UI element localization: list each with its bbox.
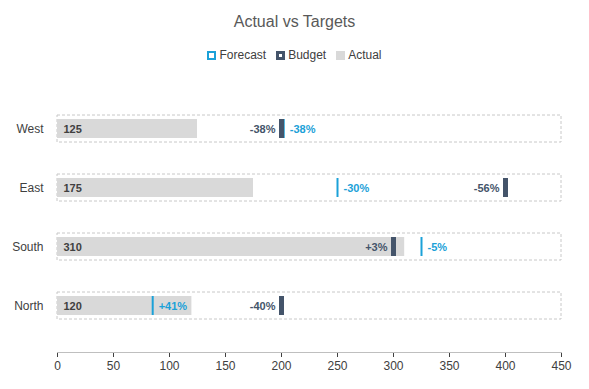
svg-text:200: 200 — [271, 359, 291, 373]
svg-text:-56%: -56% — [474, 182, 500, 194]
html-text:Budget: Budget — [288, 48, 327, 62]
svg-text:South: South — [12, 240, 43, 254]
svg-text:450: 450 — [551, 359, 571, 373]
svg-text:-5%: -5% — [428, 241, 448, 253]
svg-text:-40%: -40% — [250, 300, 276, 312]
svg-text:-38%: -38% — [290, 123, 316, 135]
svg-text:120: 120 — [64, 300, 82, 312]
svg-text:350: 350 — [439, 359, 459, 373]
svg-text:150: 150 — [215, 359, 235, 373]
svg-text:0: 0 — [54, 359, 61, 373]
svg-text:250: 250 — [327, 359, 347, 373]
svg-text:North: North — [14, 299, 43, 313]
svg-text:West: West — [16, 122, 44, 136]
svg-text:-30%: -30% — [344, 182, 370, 194]
svg-text:310: 310 — [64, 241, 82, 253]
html-text:Actual vs Targets: Actual vs Targets — [233, 13, 356, 30]
svg-text:100: 100 — [159, 359, 179, 373]
svg-text:50: 50 — [107, 359, 121, 373]
svg-text:175: 175 — [64, 182, 82, 194]
svg-text:125: 125 — [64, 123, 82, 135]
svg-text:East: East — [19, 181, 44, 195]
svg-text:+41%: +41% — [159, 300, 188, 312]
svg-text:400: 400 — [495, 359, 515, 373]
svg-text:-38%: -38% — [250, 123, 276, 135]
svg-text:+3%: +3% — [365, 241, 388, 253]
html-text:Actual: Actual — [348, 48, 382, 62]
svg-text:300: 300 — [383, 359, 403, 373]
html-text:Forecast: Forecast — [219, 48, 267, 62]
